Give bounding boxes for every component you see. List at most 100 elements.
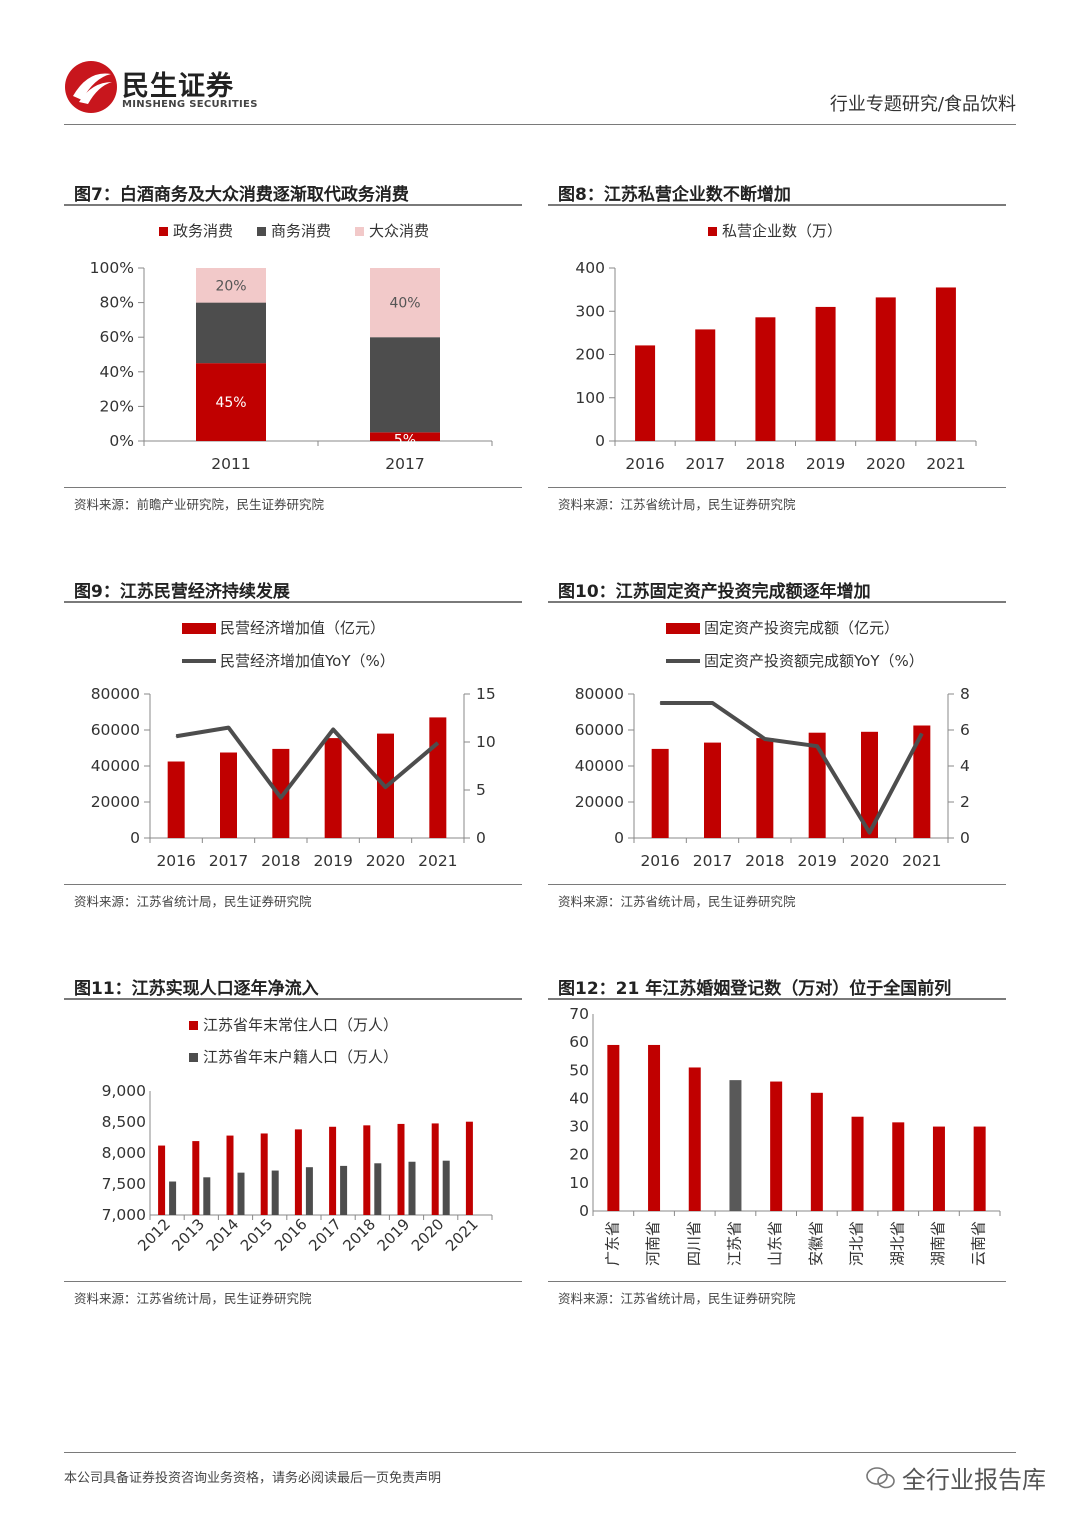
y-left-tick-label: 20000 <box>91 793 140 811</box>
bar-江苏省 <box>729 1080 742 1211</box>
x-tick-label: 河北省 <box>848 1221 866 1266</box>
bar-河北省 <box>851 1116 864 1211</box>
bar-河南省 <box>648 1044 661 1211</box>
yoy-point-2019 <box>816 745 818 747</box>
bar-2017 <box>220 752 237 838</box>
x-tick-label: 河南省 <box>644 1221 662 1266</box>
bar-2017-2 <box>370 268 440 338</box>
brand-name-en: MINSHENG SECURITIES <box>122 99 258 110</box>
x-tick-label: 2017 <box>693 852 732 870</box>
report-header: 民生证券 MINSHENG SECURITIES 行业专题研究/食品饮料 <box>64 60 1016 125</box>
bar-2020 <box>875 297 896 441</box>
x-tick-label: 湖北省 <box>888 1221 906 1266</box>
bar-2017 <box>704 742 721 838</box>
y-tick-label: 80% <box>100 294 134 312</box>
minsheng-logo-icon <box>65 61 117 113</box>
x-tick-label: 四川省 <box>685 1221 703 1266</box>
y-tick-label: 7,000 <box>102 1206 146 1224</box>
yoy-point-2020 <box>869 832 870 834</box>
x-tick-label: 2017 <box>686 455 725 473</box>
yoy-point-2016 <box>175 735 177 737</box>
legend-swatch-1 <box>189 1053 198 1062</box>
bar-2019 <box>324 738 342 838</box>
x-tick-label: 2015 <box>237 1215 277 1255</box>
y-right-tick-label: 4 <box>960 757 970 775</box>
y-tick-label: 60% <box>100 328 134 346</box>
bar-2017-1 <box>340 1165 348 1215</box>
figure-7-source: 资料来源：前瞻产业研究院，民生证券研究院 <box>64 487 522 513</box>
yoy-line <box>660 701 924 835</box>
yoy-point-2019 <box>332 729 334 731</box>
y-tick-label: 300 <box>575 302 605 320</box>
y-tick-label: 40 <box>569 1089 589 1107</box>
figure-11-source: 资料来源：江苏省统计局，民生证券研究院 <box>64 1281 522 1307</box>
bar-2017 <box>695 329 716 441</box>
data-label: 45% <box>215 395 246 411</box>
bar-湖南省 <box>932 1126 945 1211</box>
x-tick-label: 2018 <box>746 455 785 473</box>
data-label: 5% <box>394 433 416 449</box>
legend-label-1: 固定资产投资额完成额YoY（%） <box>704 652 924 670</box>
x-tick-label: 2014 <box>203 1215 243 1255</box>
legend-swatch-0 <box>666 623 700 634</box>
figure-7-title: 图7：白酒商务及大众消费逐渐取代政务消费 <box>64 180 522 206</box>
x-tick-label: 2016 <box>271 1215 311 1255</box>
x-tick-label: 2021 <box>902 852 941 870</box>
x-tick-label: 2020 <box>866 455 905 473</box>
legend-swatch-1 <box>257 227 266 236</box>
figure-10-chart: 固定资产投资完成额（亿元） 固定资产投资额完成额YoY（%） 0 20000 40000… <box>575 619 970 870</box>
y-tick-label: 200 <box>575 346 605 364</box>
yoy-point-2017 <box>712 702 713 704</box>
y-right-tick-label: 15 <box>476 685 496 703</box>
y-tick-label: 7,500 <box>102 1175 146 1193</box>
y-tick-label: 70 <box>569 1005 589 1023</box>
figure-7-chart: 政务消费 商务消费 大众消费 0% 20% 40% 60% 80% 100% 2011 2017 45… <box>90 222 493 473</box>
x-tick-label: 2021 <box>442 1215 482 1255</box>
x-tick-label: 湖南省 <box>929 1221 947 1266</box>
y-right-tick-label: 5 <box>476 781 486 799</box>
bar-2020 <box>861 731 878 838</box>
bar-2016-0 <box>294 1129 302 1215</box>
x-tick-label: 山东省 <box>766 1221 784 1266</box>
y-tick-label: 60 <box>569 1033 589 1051</box>
y-tick-label: 0 <box>579 1202 589 1220</box>
x-tick-label: 2011 <box>211 455 250 473</box>
x-tick-label: 2020 <box>408 1215 448 1255</box>
y-tick-label: 100% <box>90 259 134 277</box>
brand-logo: 民生证券 MINSHENG SECURITIES <box>64 60 264 120</box>
bar-2021-0 <box>465 1121 473 1215</box>
legend-swatch-0 <box>708 227 717 236</box>
y-left-tick-label: 80000 <box>91 685 140 703</box>
yoy-point-2021 <box>437 742 439 744</box>
x-tick-label: 安徽省 <box>807 1221 825 1266</box>
watermark-text: 全行业报告库 <box>902 1466 1046 1494</box>
x-tick-label: 2021 <box>418 852 457 870</box>
y-right-tick-label: 2 <box>960 793 970 811</box>
bar-2018 <box>756 738 774 838</box>
bar-2018 <box>755 317 776 441</box>
y-left-tick-label: 60000 <box>575 721 624 739</box>
legend-label-1: 民营经济增加值YoY（%） <box>220 652 395 670</box>
y-tick-label: 400 <box>575 259 605 277</box>
x-tick-label: 2019 <box>313 852 352 870</box>
wechat-watermark: 全行业报告库 <box>866 1460 1046 1495</box>
y-left-tick-label: 0 <box>130 829 140 847</box>
x-tick-label: 2016 <box>156 852 195 870</box>
bar-2014-0 <box>226 1135 234 1215</box>
bar-2020-1 <box>442 1160 450 1215</box>
bar-安徽省 <box>810 1092 823 1211</box>
x-tick-label: 2020 <box>850 852 889 870</box>
x-tick-label: 云南省 <box>970 1221 988 1266</box>
yoy-point-2018 <box>764 738 766 740</box>
bar-云南省 <box>973 1126 986 1211</box>
bar-2019 <box>808 732 826 838</box>
bar-2017-0 <box>329 1126 337 1215</box>
bar-2011-0 <box>196 363 266 441</box>
bar-2019 <box>815 306 836 441</box>
legend-label-1: 江苏省年末户籍人口（万人） <box>203 1048 398 1066</box>
x-tick-label: 江苏省 <box>725 1221 743 1266</box>
bar-2013-0 <box>192 1141 200 1215</box>
yoy-point-2018 <box>280 797 282 799</box>
legend-label-0: 江苏省年末常住人口（万人） <box>203 1016 398 1034</box>
y-tick-label: 9,000 <box>102 1082 146 1100</box>
